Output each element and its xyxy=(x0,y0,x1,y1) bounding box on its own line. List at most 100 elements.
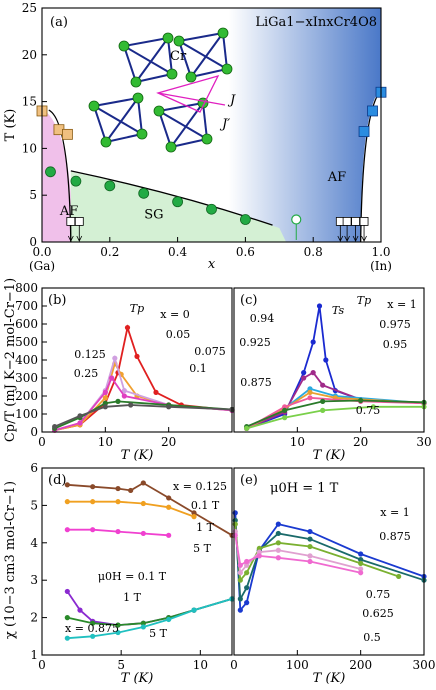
x-tick-label: 20 xyxy=(353,435,368,449)
data-point xyxy=(64,527,70,533)
data-point xyxy=(115,485,121,492)
af-in-point xyxy=(367,105,378,117)
data-point xyxy=(275,540,281,546)
data-point xyxy=(275,555,281,561)
af-boundary-ga xyxy=(48,109,72,243)
cr-bond xyxy=(178,40,228,70)
data-point xyxy=(320,382,326,388)
curve-label: 1 T xyxy=(123,591,141,604)
data-point xyxy=(64,635,70,641)
y-tick-label: 0 xyxy=(30,425,38,439)
y-axis-label: T (K) xyxy=(3,109,18,142)
panel-e: 0 100 200 300 (e) T (K) μ0H = 1 T x = 1 0.875 0.7… xyxy=(230,467,435,686)
x-tick-label: 20 xyxy=(161,435,176,449)
data-point xyxy=(115,528,121,535)
data-point xyxy=(275,530,281,537)
af-region-in xyxy=(360,87,381,242)
data-point xyxy=(166,616,172,623)
ts-label: Ts xyxy=(332,304,345,317)
data-point xyxy=(282,415,288,421)
cr-bond xyxy=(190,68,228,78)
data-point xyxy=(166,532,172,538)
data-point xyxy=(358,557,364,563)
data-point xyxy=(77,420,83,426)
curve-label: 0.1 T xyxy=(191,499,220,512)
y-tick-label: 1 xyxy=(30,648,38,662)
series-label: 0.05 xyxy=(166,328,191,341)
y-tick-label: 2 xyxy=(30,611,38,625)
series-label: x = 1 xyxy=(380,506,409,519)
panel-label: (b) xyxy=(48,293,66,308)
x-axis-label: x xyxy=(208,257,216,272)
cr-atom xyxy=(166,68,178,80)
cr-bond xyxy=(93,97,139,107)
data-point xyxy=(128,402,134,408)
series-label: 0.075 xyxy=(194,345,226,358)
label-j-prime: J′ xyxy=(219,117,230,132)
x-tick-label: 0.6 xyxy=(236,245,255,259)
cr-bond xyxy=(135,73,173,83)
data-point xyxy=(77,413,83,419)
data-point xyxy=(244,425,250,431)
y-tick-label: 500 xyxy=(15,335,38,349)
y-tick-label: 25 xyxy=(22,1,37,15)
y-tick-label: 10 xyxy=(22,141,37,155)
sg-point xyxy=(239,214,251,225)
cr-bond xyxy=(170,138,208,148)
cr-atom xyxy=(217,27,229,39)
x-tick-label: 0.8 xyxy=(304,245,323,259)
data-point xyxy=(115,499,121,505)
data-point xyxy=(307,543,313,550)
cr-bond xyxy=(93,105,107,143)
cr-bond xyxy=(135,37,169,83)
region-af-in: AF xyxy=(327,170,346,185)
data-point xyxy=(307,553,313,559)
data-point xyxy=(140,480,146,486)
data-point xyxy=(307,389,313,395)
data-point xyxy=(358,566,364,572)
data-point xyxy=(301,370,307,376)
cr-atom xyxy=(201,133,213,145)
y-tick-label: 20 xyxy=(22,48,37,62)
series-label: 0.5 xyxy=(363,631,381,644)
cr-atom xyxy=(173,35,185,47)
data-point xyxy=(396,573,402,580)
data-point xyxy=(140,620,146,626)
curve-label: 5 T xyxy=(149,627,167,640)
series-label: x = 0 xyxy=(160,308,189,321)
down-arrow xyxy=(76,225,83,242)
curve-label: 1 T xyxy=(196,521,214,534)
af-gradient-region xyxy=(228,8,381,242)
series-label: x = 1 xyxy=(387,298,416,311)
panel-a-axes xyxy=(41,7,382,243)
data-point xyxy=(90,527,96,533)
down-arrow xyxy=(344,225,350,242)
data-point xyxy=(307,528,313,535)
data-point xyxy=(275,547,281,553)
data-point xyxy=(320,407,326,413)
series-label: 0.75 xyxy=(366,588,391,601)
data-point xyxy=(109,375,115,381)
x-tick-label: 0.2 xyxy=(100,245,119,259)
no-transition-square xyxy=(359,217,369,226)
data-point xyxy=(232,510,238,516)
label-cr: Cr xyxy=(170,49,187,64)
data-point xyxy=(64,499,70,505)
data-point xyxy=(134,353,140,359)
y-tick-label: 700 xyxy=(15,299,38,313)
data-point xyxy=(256,553,262,559)
data-point xyxy=(191,607,197,613)
series-label: 0.875 xyxy=(240,376,272,389)
cr-atom xyxy=(136,128,148,140)
data-point xyxy=(275,521,281,527)
series-label: 0.925 xyxy=(239,336,271,349)
cr-bond xyxy=(190,32,224,78)
y-tick-label: 5 xyxy=(30,498,38,512)
panel-label: (d) xyxy=(48,473,66,488)
data-point xyxy=(237,607,243,613)
af-ga-point xyxy=(62,128,73,140)
sg-point xyxy=(206,203,217,215)
series-label: 0.625 xyxy=(362,607,394,620)
data-point xyxy=(77,607,83,613)
